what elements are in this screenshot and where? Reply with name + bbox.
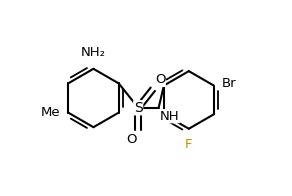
Text: Me: Me [41, 106, 60, 119]
Text: NH₂: NH₂ [81, 46, 106, 59]
Text: NH: NH [160, 110, 179, 123]
Text: F: F [185, 138, 192, 151]
Text: S: S [134, 101, 142, 115]
Text: O: O [155, 73, 165, 86]
Text: O: O [126, 133, 136, 146]
Text: Br: Br [222, 77, 236, 90]
